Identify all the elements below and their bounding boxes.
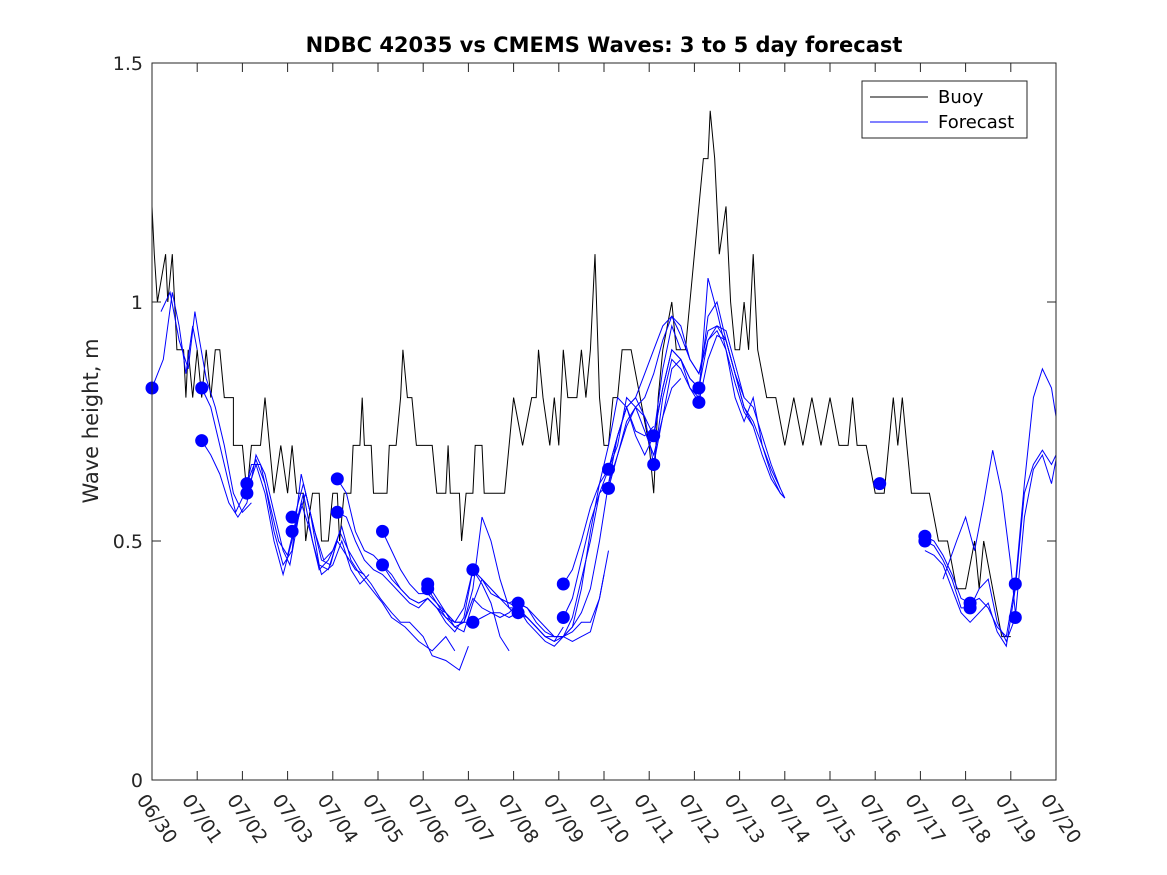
- forecast-marker-2: [195, 434, 209, 448]
- forecast-marker-17: [556, 577, 570, 591]
- forecast-initial-markers: [145, 381, 1022, 629]
- forecast-marker-22: [647, 458, 661, 471]
- forecast-marker-12: [421, 582, 435, 596]
- forecast-run-line-22: [653, 329, 786, 499]
- forecast-marker-24: [692, 395, 706, 409]
- forecast-marker-16: [511, 606, 525, 620]
- forecast-run-line-5: [246, 462, 370, 585]
- buoy-line: [151, 110, 1011, 638]
- forecast-marker-4: [240, 486, 254, 500]
- forecast-marker-21: [647, 429, 661, 443]
- forecast-marker-29: [963, 601, 977, 615]
- legend-box: [861, 80, 1028, 139]
- forecast-marker-20: [602, 481, 615, 495]
- forecast-marker-18: [556, 611, 570, 624]
- buoy-series: [151, 110, 1011, 638]
- y-axis-label: Wave height, m: [79, 338, 103, 503]
- forecast-marker-15: [511, 596, 525, 610]
- forecast-marker-1: [195, 381, 209, 395]
- forecast-marker-19: [602, 462, 615, 476]
- forecast-marker-7: [330, 472, 344, 486]
- forecast-run-line-26: [924, 449, 1057, 648]
- y-tick-label: 0.5: [113, 531, 143, 553]
- plot-area: [152, 63, 1056, 780]
- forecast-run-line-27: [942, 450, 1016, 613]
- forecast-run-line-17: [562, 315, 754, 585]
- forecast-marker-5: [285, 510, 299, 524]
- y-tick-label: 1: [131, 292, 143, 314]
- forecast-marker-25: [873, 477, 887, 491]
- forecast-marker-9: [376, 524, 389, 538]
- forecast-run-line-18: [562, 315, 745, 618]
- legend-buoy-label: Buoy: [938, 87, 984, 108]
- forecast-marker-30: [1008, 577, 1022, 591]
- y-tick-label: 0: [131, 770, 143, 792]
- forecast-marker-27: [918, 534, 932, 548]
- forecast-marker-6: [285, 524, 299, 538]
- forecast-run-line-25: [924, 453, 1057, 643]
- forecast-marker-3: [240, 477, 254, 491]
- forecast-marker-13: [466, 563, 480, 577]
- forecast-marker-10: [376, 558, 389, 572]
- forecast-run-line-6: [293, 483, 469, 671]
- forecast-marker-14: [466, 615, 480, 629]
- legend: Buoy Forecast: [861, 80, 1028, 139]
- forecast-marker-23: [692, 381, 706, 395]
- forecast-run-line-0: [151, 292, 198, 389]
- forecast-marker-31: [1008, 611, 1022, 624]
- forecast-run-line-21: [653, 334, 786, 499]
- legend-forecast-label: Forecast: [938, 112, 1014, 133]
- y-axis: 0 0.5 1 1.5: [113, 53, 1056, 792]
- forecast-marker-8: [330, 505, 344, 519]
- chart-title: NDBC 42035 vs CMEMS Waves: 3 to 5 day fo…: [306, 33, 903, 57]
- forecast-run-line-7: [293, 491, 456, 652]
- y-tick-label: 1.5: [113, 53, 143, 75]
- forecast-run-line-1: [160, 290, 252, 514]
- forecast-run-line-11: [382, 564, 510, 652]
